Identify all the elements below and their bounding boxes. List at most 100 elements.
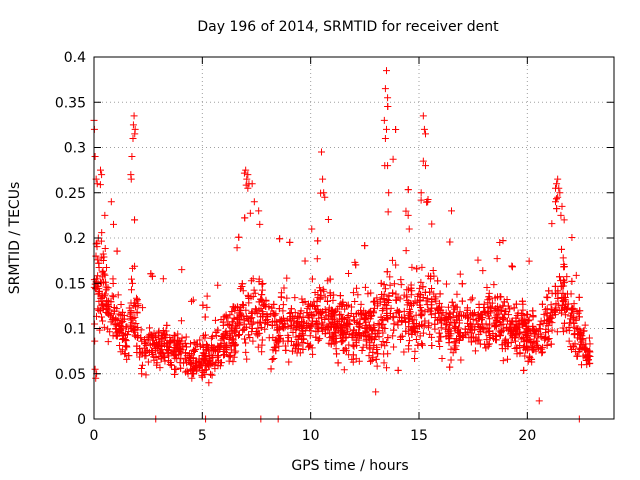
data-point: [367, 289, 375, 297]
data-point: [384, 208, 392, 216]
data-point: [357, 300, 365, 308]
data-point: [515, 317, 523, 325]
data-point: [255, 306, 263, 314]
data-point: [474, 256, 482, 264]
data-point: [268, 355, 276, 363]
y-tick-label: 0.05: [55, 367, 86, 383]
data-point: [94, 272, 102, 280]
data-point: [366, 357, 374, 365]
data-point: [409, 320, 417, 328]
data-point: [352, 261, 360, 269]
data-point: [529, 312, 537, 320]
data-point: [127, 175, 135, 183]
data-point: [116, 342, 124, 350]
data-point: [422, 162, 429, 170]
data-point: [283, 294, 291, 302]
data-point: [187, 359, 195, 367]
data-point: [559, 254, 567, 262]
data-point: [244, 171, 252, 179]
data-point: [354, 291, 362, 299]
data-point: [297, 307, 305, 315]
data-point: [572, 271, 580, 279]
data-point: [538, 300, 546, 308]
data-point: [250, 286, 258, 294]
data-point: [326, 275, 334, 283]
data-point: [518, 297, 526, 305]
data-point: [481, 309, 489, 317]
data-point: [383, 125, 390, 133]
data-point: [461, 312, 469, 320]
data-point: [575, 293, 583, 301]
data-point: [512, 300, 520, 308]
data-point: [328, 318, 336, 326]
data-point: [339, 298, 347, 306]
data-point: [569, 315, 577, 323]
data-point: [427, 272, 435, 280]
data-point: [390, 326, 398, 334]
data-point: [326, 329, 334, 337]
data-point: [249, 337, 257, 345]
data-point: [95, 259, 103, 267]
data-point: [353, 336, 361, 344]
data-point: [326, 289, 334, 297]
data-point: [424, 323, 432, 331]
data-point: [295, 332, 303, 340]
data-point: [102, 309, 110, 317]
data-point: [405, 298, 413, 306]
data-point: [229, 318, 237, 326]
data-point: [129, 121, 137, 129]
data-point: [201, 361, 209, 369]
data-point: [547, 301, 555, 309]
data-point: [403, 293, 411, 301]
data-point: [532, 337, 540, 345]
data-point: [332, 307, 340, 315]
data-point: [416, 284, 424, 292]
data-point: [496, 331, 504, 339]
data-point: [564, 300, 572, 308]
data-point: [400, 348, 408, 356]
data-point: [301, 257, 309, 265]
data-point: [251, 305, 259, 313]
data-point: [137, 326, 145, 334]
data-point: [148, 331, 156, 339]
data-point: [313, 255, 321, 263]
data-point: [255, 329, 263, 337]
data-point: [208, 371, 216, 379]
data-point: [392, 125, 400, 133]
data-point: [561, 278, 569, 286]
y-tick-label: 0.1: [64, 322, 86, 338]
data-point: [396, 313, 404, 321]
data-point: [203, 292, 211, 300]
data-point: [351, 317, 359, 325]
data-point: [299, 339, 307, 347]
data-point: [423, 301, 431, 309]
y-tick-label: 0.25: [55, 186, 86, 202]
data-point: [181, 339, 189, 347]
data-point: [108, 292, 116, 300]
data-point: [502, 307, 510, 315]
data-point: [552, 195, 560, 203]
data-point: [110, 220, 117, 228]
data-point: [240, 169, 248, 177]
data-point: [241, 335, 249, 343]
data-point: [584, 356, 592, 364]
data-point: [188, 351, 196, 359]
data-point: [98, 171, 106, 179]
data-point: [415, 322, 423, 330]
data-point: [424, 198, 432, 206]
data-point: [289, 313, 297, 321]
data-point: [373, 345, 381, 353]
data-point: [344, 327, 352, 335]
y-tick-label: 0.35: [55, 95, 86, 111]
data-point: [551, 282, 559, 290]
data-point: [226, 351, 234, 359]
data-point: [294, 335, 302, 343]
data-point: [92, 374, 100, 382]
data-point: [496, 293, 504, 301]
data-point: [404, 211, 412, 219]
data-point: [488, 299, 496, 307]
data-point: [452, 303, 460, 311]
data-point: [386, 273, 394, 281]
data-point: [333, 350, 341, 358]
data-point: [98, 313, 106, 321]
